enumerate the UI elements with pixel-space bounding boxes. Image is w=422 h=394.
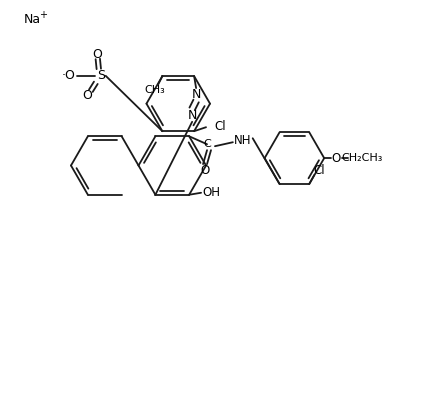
Text: N: N — [187, 110, 197, 123]
Text: N: N — [192, 87, 201, 100]
Text: OH: OH — [202, 186, 220, 199]
Text: Cl: Cl — [214, 120, 226, 133]
Text: O: O — [332, 152, 341, 165]
Text: ·O: ·O — [62, 69, 76, 82]
Text: Cl: Cl — [314, 164, 325, 177]
Text: S: S — [97, 69, 105, 82]
Text: O: O — [82, 89, 92, 102]
Text: NH: NH — [234, 134, 252, 147]
Text: CH₂CH₃: CH₂CH₃ — [341, 153, 383, 163]
Text: O: O — [92, 48, 102, 61]
Text: C: C — [203, 139, 211, 149]
Text: CH₃: CH₃ — [144, 85, 165, 95]
Text: O: O — [200, 164, 210, 177]
Text: Na: Na — [23, 13, 41, 26]
Text: +: + — [39, 10, 47, 20]
